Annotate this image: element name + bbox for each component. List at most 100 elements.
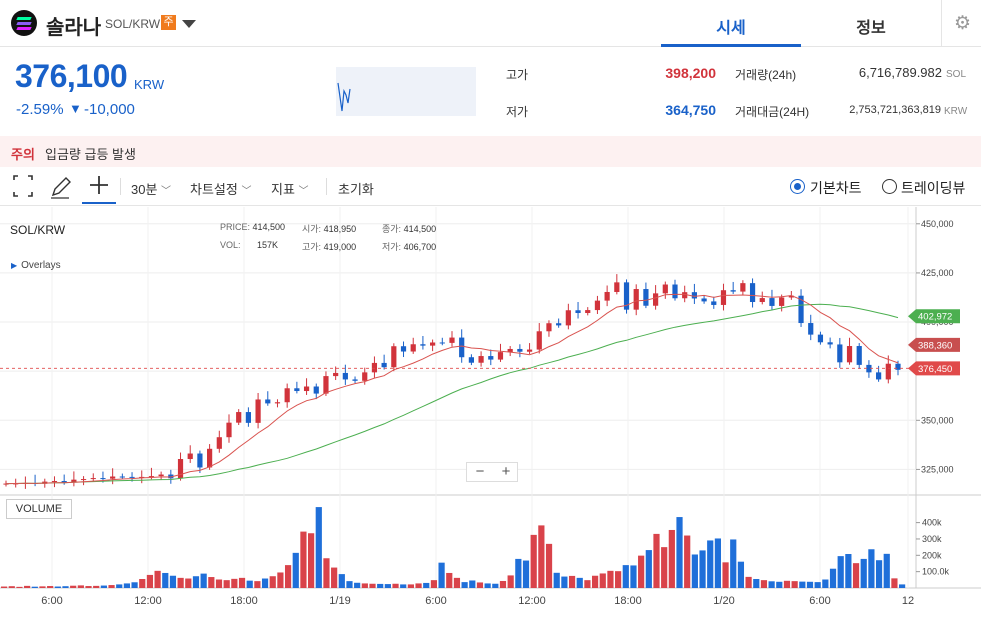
- volume-bar: [146, 574, 154, 588]
- time-tick-label: 18:00: [230, 595, 258, 607]
- volume-bar: [300, 531, 307, 588]
- volume-bar: [238, 577, 246, 588]
- time-tick-label: 6:00: [809, 595, 830, 607]
- candle-body: [362, 372, 368, 381]
- legend-low: 저가: 406,700: [382, 242, 437, 252]
- chart-canvas[interactable]: 450,000425,000400,000375,000350,000325,0…: [0, 207, 981, 618]
- candle-body: [759, 298, 765, 303]
- tab-price[interactable]: 시세: [716, 20, 746, 37]
- volume-24h-value: 6,716,789.982: [858, 65, 942, 80]
- change-down-arrow-icon: ▼: [69, 101, 82, 116]
- interval-select[interactable]: 30분 ﹀: [131, 179, 171, 198]
- candle-body: [342, 372, 348, 380]
- candle-body: [720, 290, 727, 305]
- zoom-out-button[interactable]: −: [475, 463, 485, 480]
- candle-body: [71, 479, 77, 483]
- candle-body: [245, 412, 251, 423]
- time-tick-label: 6:00: [41, 595, 62, 607]
- coin-select-chevron-down-icon[interactable]: [182, 20, 196, 28]
- chart-settings-select[interactable]: 차트설정 ﹀: [190, 179, 251, 198]
- volume-bar: [538, 525, 545, 588]
- indicators-select[interactable]: 지표 ﹀: [271, 179, 309, 198]
- candle-body: [226, 422, 232, 438]
- volume-bar: [223, 580, 230, 588]
- price-tag-label: 388,360: [918, 340, 952, 351]
- volume-bar: [123, 583, 131, 588]
- volume-bar: [430, 580, 438, 588]
- volume-bar: [292, 552, 299, 588]
- legend-price: PRICE: 414,500: [220, 222, 286, 232]
- candle-body: [604, 291, 610, 301]
- candle-body: [333, 372, 339, 377]
- volume-bar: [699, 550, 706, 588]
- volume-bar: [822, 579, 829, 588]
- solana-logo-icon: [11, 10, 37, 36]
- candle-body: [274, 402, 281, 404]
- candle-body: [430, 342, 436, 346]
- price-tag-marker: [908, 337, 960, 352]
- price-tag-marker: [908, 309, 960, 324]
- tradingview-radio[interactable]: [882, 179, 897, 194]
- volume-bar: [108, 585, 115, 588]
- volume-bar: [737, 561, 745, 588]
- volume-bar: [39, 586, 46, 588]
- volume-bar: [392, 583, 399, 588]
- volume-bar: [185, 578, 192, 588]
- candle-body: [352, 379, 358, 381]
- volume-bar: [868, 549, 875, 588]
- amount-24h-label: 거래대금(24H): [735, 105, 810, 119]
- volume-bar: [545, 543, 553, 588]
- candle-body: [459, 337, 465, 358]
- settings-button[interactable]: ⚙: [941, 0, 981, 47]
- chevron-down-icon: ﹀: [161, 186, 172, 197]
- volume-pane-label: VOLUME: [6, 499, 72, 519]
- zoom-in-button[interactable]: +: [501, 463, 511, 480]
- time-tick-label: 18:00: [614, 595, 642, 607]
- volume-bar: [369, 583, 376, 588]
- volume-bar: [139, 579, 146, 588]
- current-price: 376,100: [15, 58, 128, 94]
- pencil-icon[interactable]: [45, 168, 75, 204]
- time-tick-label: 12:00: [518, 595, 546, 607]
- candle-body: [662, 284, 668, 294]
- price-chart[interactable]: 450,000425,000400,000375,000350,000325,0…: [0, 207, 981, 618]
- chart-toolbar: 30분 ﹀ 차트설정 ﹀ 지표 ﹀ 초기화 기본차트 트레이딩뷰: [0, 168, 981, 206]
- basic-chart-radio[interactable]: [790, 179, 805, 194]
- fullscreen-icon[interactable]: [8, 168, 38, 204]
- price-tick-label: 325,000: [921, 464, 954, 474]
- volume-bar: [645, 550, 652, 588]
- volume-bar: [116, 584, 123, 588]
- volume-bar: [829, 568, 837, 588]
- volume-bar: [875, 560, 883, 588]
- volume-bar: [522, 560, 530, 588]
- volume-bar: [361, 583, 368, 588]
- reset-button[interactable]: 초기화: [338, 182, 374, 197]
- candle-body: [730, 290, 736, 292]
- volume-bar: [783, 580, 791, 588]
- volume-bar: [1, 586, 8, 588]
- volume-bar: [814, 582, 821, 588]
- volume-bar: [384, 584, 391, 588]
- volume-bar: [499, 580, 507, 588]
- volume-bar: [599, 573, 606, 588]
- volume-bar: [799, 581, 806, 588]
- volume-bar: [476, 582, 484, 588]
- candle-body: [381, 362, 387, 368]
- volume-bar: [661, 547, 668, 588]
- candle-body: [895, 363, 901, 370]
- volume-bar: [668, 529, 675, 588]
- volume-tick-label: 300k: [922, 534, 942, 544]
- tradingview-label[interactable]: 트레이딩뷰: [901, 180, 966, 196]
- candle-body: [507, 348, 513, 353]
- candle-body: [691, 292, 697, 299]
- chart-symbol: SOL/KRW: [10, 223, 66, 237]
- overlays-toggle[interactable]: Overlays: [11, 260, 60, 271]
- candle-body: [294, 388, 300, 392]
- tab-info[interactable]: 정보: [856, 20, 886, 37]
- candle-body: [517, 348, 523, 352]
- volume-bar: [860, 558, 867, 588]
- basic-chart-label[interactable]: 기본차트: [810, 180, 862, 196]
- volume-bar: [530, 534, 537, 588]
- volume-bar: [177, 577, 184, 588]
- crosshair-icon[interactable]: [82, 168, 116, 204]
